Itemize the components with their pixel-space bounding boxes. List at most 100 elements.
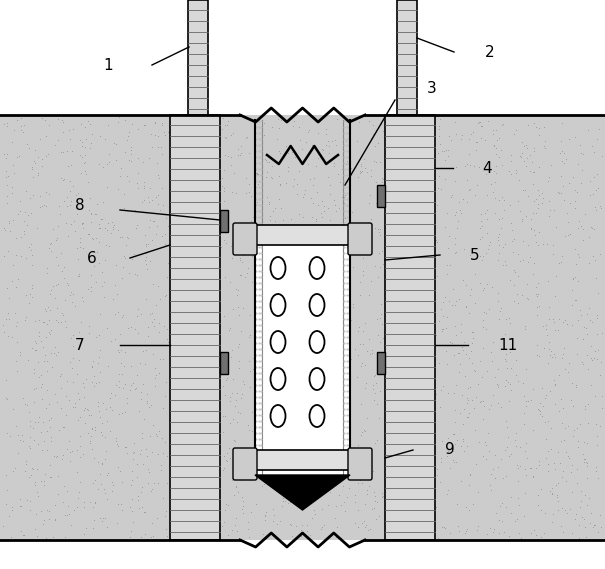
Point [505,200,515,209]
Point [576,496,586,505]
Point [509,296,518,306]
Point [180,184,190,193]
Point [313,377,323,386]
Point [91,209,101,218]
Point [574,315,583,324]
Point [237,475,246,484]
Point [554,497,563,506]
Point [42,446,52,455]
Point [230,521,240,530]
Point [167,135,177,144]
Point [175,472,185,481]
Point [234,311,243,320]
Point [331,353,341,362]
Point [122,233,132,242]
Point [61,391,71,401]
Point [131,270,140,279]
Point [237,271,246,280]
Point [451,296,461,306]
Point [479,283,489,292]
Point [369,504,379,513]
Point [374,193,384,202]
Point [118,310,128,319]
Point [502,349,511,358]
Point [30,158,40,167]
Point [510,435,520,444]
Point [448,456,458,465]
Point [166,267,176,277]
Point [576,221,586,230]
Point [27,292,37,302]
Point [367,345,377,354]
Point [531,464,540,473]
Point [535,410,545,419]
Point [244,188,253,197]
Point [301,351,310,360]
Point [385,185,394,195]
Point [56,174,65,183]
Point [221,500,231,509]
Point [33,465,42,474]
Point [272,439,282,448]
Point [8,404,18,413]
Point [560,231,570,240]
Point [284,498,293,508]
Point [154,131,163,141]
Point [287,239,296,248]
Point [186,516,196,525]
Point [307,471,316,480]
Point [361,378,371,387]
Point [16,526,25,535]
Point [95,223,105,232]
Point [451,330,460,339]
Point [505,167,514,176]
Point [591,185,601,195]
Point [120,348,130,357]
Point [79,450,88,459]
Point [73,243,82,252]
Point [221,150,231,159]
Point [93,358,103,367]
Point [259,130,269,139]
Point [523,295,533,304]
Point [559,343,569,352]
Point [267,303,277,312]
Point [204,419,214,428]
Point [425,508,435,517]
Point [494,364,503,373]
Point [267,162,276,171]
Point [168,131,178,141]
Point [523,191,532,200]
Point [95,413,105,422]
Point [143,240,153,249]
Point [81,134,91,143]
Point [416,328,425,337]
Point [436,457,446,467]
Point [425,293,434,302]
Point [564,178,574,187]
Point [222,456,232,465]
Point [225,396,235,405]
Point [56,384,65,393]
Point [475,356,485,365]
Point [371,514,381,523]
Point [56,249,66,258]
Point [532,303,542,312]
Point [352,136,361,145]
Point [496,403,506,412]
Point [342,328,352,337]
Point [7,277,17,286]
Point [134,492,143,501]
Point [21,456,31,465]
Point [558,318,568,327]
Point [433,183,443,192]
Point [162,524,171,533]
Point [47,436,56,446]
Point [2,118,11,127]
Bar [220,210,228,232]
Point [429,156,439,166]
Point [200,510,209,519]
Point [278,299,287,308]
Point [516,152,526,162]
Point [194,468,204,477]
